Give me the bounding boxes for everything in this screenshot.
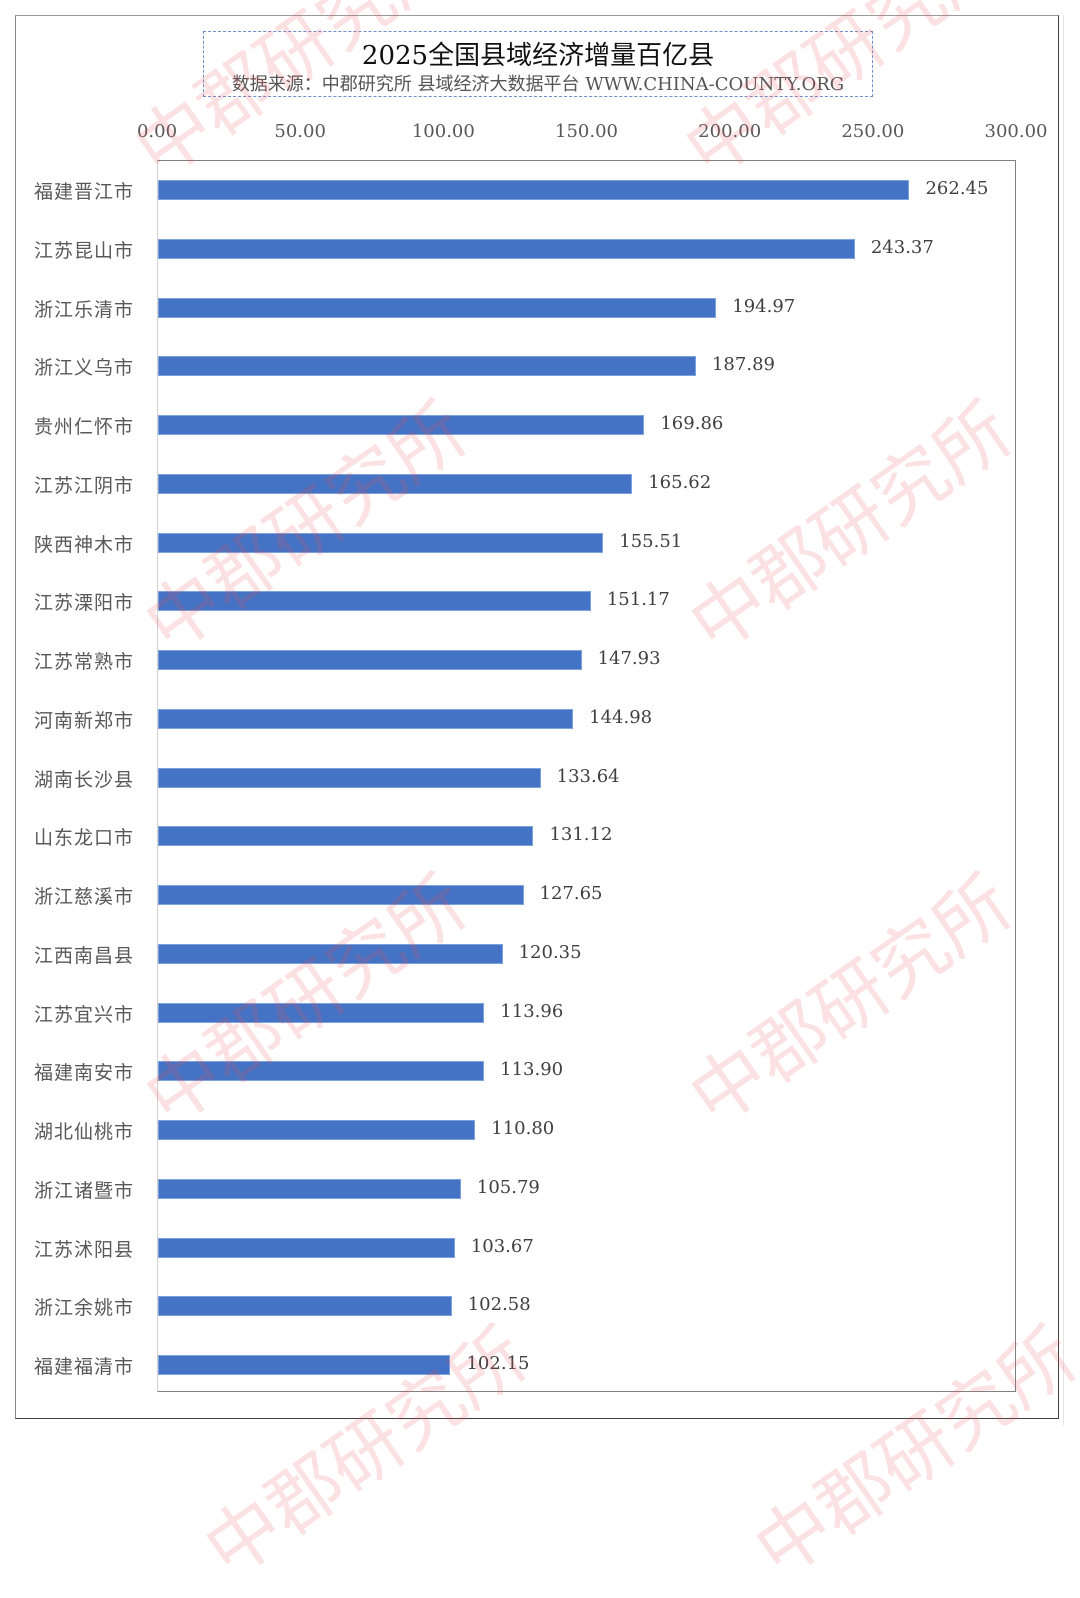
category-label: 陕西神木市 — [34, 533, 135, 556]
x-tick-label: 50.00 — [274, 121, 326, 142]
category-label: 福建晋江市 — [34, 181, 135, 203]
category-label: 江苏江阴市 — [34, 474, 135, 497]
category-label: 浙江慈溪市 — [34, 886, 135, 908]
bar[interactable] — [158, 1002, 485, 1023]
bar[interactable] — [158, 180, 910, 200]
bar[interactable] — [158, 885, 524, 905]
data-label: 147.93 — [597, 648, 661, 669]
sheet-gridline — [1063, 15, 1064, 1425]
x-tick-label: 100.00 — [411, 121, 475, 142]
category-label: 福建南安市 — [34, 1062, 135, 1085]
data-label: 127.65 — [539, 883, 603, 904]
bar[interactable] — [158, 650, 582, 670]
bar[interactable] — [158, 473, 633, 494]
bar[interactable] — [158, 943, 503, 964]
category-label: 江苏溧阳市 — [34, 592, 135, 615]
data-label: 131.12 — [549, 824, 613, 846]
x-tick-label: 150.00 — [555, 121, 618, 142]
bar[interactable] — [158, 1178, 461, 1199]
data-label: 155.51 — [619, 530, 683, 552]
category-label: 河南新郑市 — [34, 709, 135, 732]
category-label: 浙江诸暨市 — [34, 1179, 135, 1202]
x-tick-label: 200.00 — [698, 121, 762, 142]
bar[interactable] — [158, 415, 645, 435]
x-tick-label: 0.00 — [136, 121, 178, 142]
data-label: 262.45 — [925, 178, 989, 199]
bar[interactable] — [158, 767, 541, 788]
category-label: 江苏宜兴市 — [34, 1003, 135, 1026]
category-label: 贵州仁怀市 — [34, 416, 135, 438]
bar[interactable] — [158, 1237, 455, 1258]
category-label: 江苏沭阳县 — [34, 1238, 135, 1261]
data-label: 165.62 — [648, 471, 712, 493]
category-label: 山东龙口市 — [34, 827, 135, 850]
bar[interactable] — [158, 297, 717, 318]
bar[interactable] — [158, 591, 591, 612]
data-label: 102.15 — [466, 1353, 530, 1374]
data-label: 187.89 — [711, 354, 775, 376]
data-label: 194.97 — [732, 295, 796, 317]
category-label: 福建福清市 — [34, 1356, 135, 1378]
category-label: 江苏常熟市 — [34, 651, 135, 673]
bar[interactable] — [158, 1296, 452, 1317]
bar[interactable] — [158, 1120, 476, 1140]
category-label: 浙江义乌市 — [34, 357, 135, 380]
data-label: 151.17 — [606, 589, 670, 611]
data-label: 133.64 — [556, 765, 620, 787]
category-label: 江西南昌县 — [34, 944, 135, 967]
bar[interactable] — [158, 1355, 451, 1375]
bar[interactable] — [158, 238, 855, 259]
data-label: 113.90 — [500, 1059, 564, 1081]
bar[interactable] — [158, 826, 534, 847]
bar[interactable] — [158, 708, 574, 729]
category-label: 湖南长沙县 — [34, 768, 135, 791]
data-label: 110.80 — [491, 1118, 555, 1139]
data-label: 105.79 — [476, 1176, 540, 1198]
chart-title: 2025全国县域经济增量百亿县 — [361, 41, 715, 71]
data-label: 113.96 — [500, 1000, 564, 1022]
plot-area[interactable] — [157, 160, 1016, 1392]
bar[interactable] — [158, 532, 604, 553]
category-label: 浙江余姚市 — [34, 1297, 135, 1320]
data-label: 243.37 — [870, 236, 934, 258]
bar[interactable] — [158, 356, 696, 377]
category-label: 湖北仙桃市 — [34, 1121, 135, 1143]
data-label: 102.58 — [467, 1294, 531, 1316]
data-label: 144.98 — [589, 706, 653, 728]
category-label: 浙江乐清市 — [34, 298, 135, 321]
data-label: 103.67 — [470, 1235, 534, 1257]
bar[interactable] — [158, 1061, 485, 1082]
chart-subtitle: 数据来源：中郡研究所 县域经济大数据平台 WWW.CHINA-COUNTY.OR… — [231, 74, 845, 95]
data-label: 169.86 — [660, 413, 724, 434]
x-tick-label: 300.00 — [984, 121, 1048, 142]
category-label: 江苏昆山市 — [34, 239, 135, 262]
chart-title-box[interactable]: 2025全国县域经济增量百亿县 数据来源：中郡研究所 县域经济大数据平台 WWW… — [203, 31, 873, 97]
data-label: 120.35 — [518, 941, 582, 963]
x-tick-label: 250.00 — [841, 121, 905, 142]
